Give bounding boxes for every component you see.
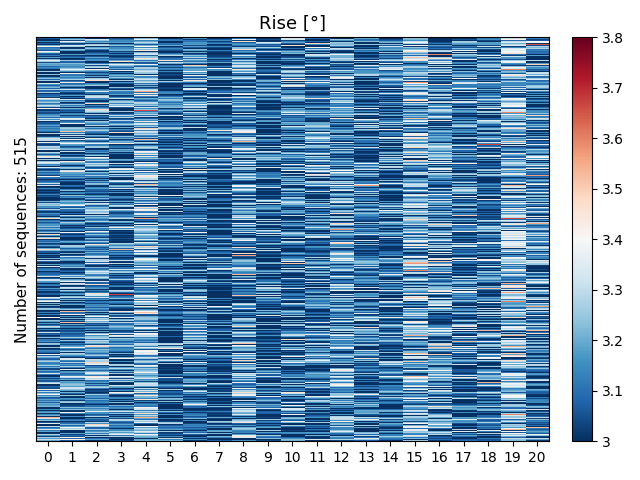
Y-axis label: Number of sequences: 515: Number of sequences: 515 [15,136,30,343]
Title: Rise [°]: Rise [°] [259,15,326,33]
